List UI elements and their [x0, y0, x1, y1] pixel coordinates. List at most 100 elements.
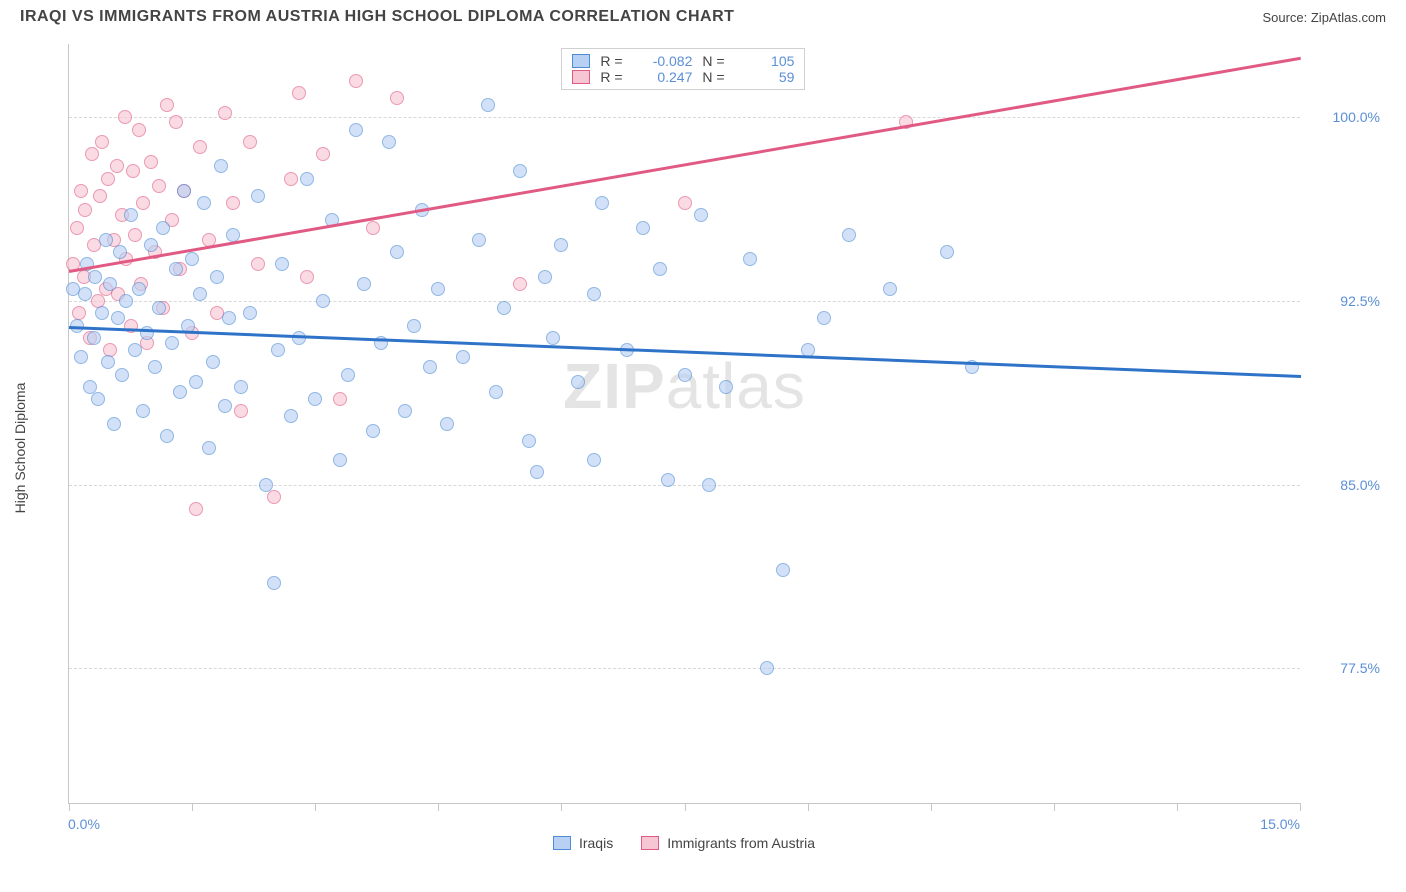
n-label: N = — [702, 53, 732, 69]
legend-series: Iraqis Immigrants from Austria — [68, 830, 1300, 856]
scatter-point-iraqis — [271, 343, 285, 357]
x-tick-mark — [808, 803, 809, 811]
scatter-point-iraqis — [308, 392, 322, 406]
scatter-point-iraqis — [234, 380, 248, 394]
scatter-point-austria — [136, 196, 150, 210]
y-tick-label: 77.5% — [1308, 660, 1380, 676]
scatter-point-iraqis — [407, 319, 421, 333]
n-value: 59 — [742, 69, 794, 85]
scatter-point-iraqis — [842, 228, 856, 242]
scatter-point-austria — [349, 74, 363, 88]
grid-line — [69, 301, 1300, 302]
r-label: R = — [600, 69, 630, 85]
legend-item: Iraqis — [553, 835, 613, 851]
scatter-point-iraqis — [101, 355, 115, 369]
x-tick-mark — [192, 803, 193, 811]
scatter-point-iraqis — [456, 350, 470, 364]
scatter-point-iraqis — [132, 282, 146, 296]
scatter-point-iraqis — [169, 262, 183, 276]
scatter-point-iraqis — [390, 245, 404, 259]
legend-item: Immigrants from Austria — [641, 835, 815, 851]
x-tick-mark — [561, 803, 562, 811]
scatter-point-iraqis — [136, 404, 150, 418]
scatter-point-iraqis — [99, 233, 113, 247]
scatter-point-iraqis — [587, 453, 601, 467]
scatter-point-austria — [101, 172, 115, 186]
scatter-point-iraqis — [538, 270, 552, 284]
r-label: R = — [600, 53, 630, 69]
y-tick-label: 85.0% — [1308, 477, 1380, 493]
scatter-point-iraqis — [481, 98, 495, 112]
scatter-point-iraqis — [940, 245, 954, 259]
scatter-point-austria — [74, 184, 88, 198]
scatter-point-iraqis — [513, 164, 527, 178]
x-tick-mark — [438, 803, 439, 811]
scatter-point-iraqis — [678, 368, 692, 382]
scatter-point-austria — [292, 86, 306, 100]
scatter-point-iraqis — [78, 287, 92, 301]
x-tick-mark — [1300, 803, 1301, 811]
scatter-point-iraqis — [472, 233, 486, 247]
scatter-point-iraqis — [119, 294, 133, 308]
scatter-point-austria — [152, 179, 166, 193]
scatter-point-austria — [160, 98, 174, 112]
scatter-point-austria — [390, 91, 404, 105]
legend-swatch — [641, 836, 659, 850]
scatter-point-austria — [333, 392, 347, 406]
scatter-point-iraqis — [243, 306, 257, 320]
y-tick-label: 100.0% — [1308, 109, 1380, 125]
scatter-point-iraqis — [259, 478, 273, 492]
legend-swatch — [572, 70, 590, 84]
scatter-point-iraqis — [284, 409, 298, 423]
scatter-point-iraqis — [275, 257, 289, 271]
scatter-point-iraqis — [595, 196, 609, 210]
x-tick-mark — [931, 803, 932, 811]
scatter-point-austria — [218, 106, 232, 120]
scatter-point-iraqis — [95, 306, 109, 320]
source-label: Source: ZipAtlas.com — [1262, 10, 1386, 25]
scatter-point-austria — [513, 277, 527, 291]
scatter-point-iraqis — [222, 311, 236, 325]
scatter-point-iraqis — [636, 221, 650, 235]
scatter-point-austria — [678, 196, 692, 210]
scatter-point-iraqis — [760, 661, 774, 675]
scatter-point-austria — [70, 221, 84, 235]
scatter-point-austria — [126, 164, 140, 178]
scatter-point-iraqis — [218, 399, 232, 413]
scatter-point-iraqis — [88, 270, 102, 284]
scatter-point-iraqis — [115, 368, 129, 382]
scatter-point-iraqis — [883, 282, 897, 296]
scatter-point-iraqis — [333, 453, 347, 467]
scatter-point-iraqis — [144, 238, 158, 252]
scatter-point-iraqis — [349, 123, 363, 137]
header: IRAQI VS IMMIGRANTS FROM AUSTRIA HIGH SC… — [0, 0, 1406, 34]
scatter-point-austria — [251, 257, 265, 271]
scatter-point-austria — [234, 404, 248, 418]
legend-swatch — [553, 836, 571, 850]
scatter-point-austria — [366, 221, 380, 235]
scatter-point-austria — [110, 159, 124, 173]
scatter-point-iraqis — [152, 301, 166, 315]
chart-title: IRAQI VS IMMIGRANTS FROM AUSTRIA HIGH SC… — [20, 8, 734, 26]
scatter-point-iraqis — [87, 331, 101, 345]
scatter-point-austria — [118, 110, 132, 124]
scatter-point-iraqis — [148, 360, 162, 374]
scatter-point-iraqis — [522, 434, 536, 448]
scatter-point-iraqis — [206, 355, 220, 369]
scatter-point-iraqis — [160, 429, 174, 443]
x-tick-mark — [1054, 803, 1055, 811]
r-value: 0.247 — [640, 69, 692, 85]
scatter-point-iraqis — [103, 277, 117, 291]
scatter-point-austria — [243, 135, 257, 149]
x-tick-mark — [315, 803, 316, 811]
grid-line — [69, 117, 1300, 118]
scatter-point-iraqis — [497, 301, 511, 315]
legend-stat-row: R =0.247N =59 — [572, 69, 794, 85]
scatter-point-iraqis — [189, 375, 203, 389]
legend-label: Immigrants from Austria — [667, 835, 815, 851]
scatter-point-austria — [132, 123, 146, 137]
scatter-point-iraqis — [177, 184, 191, 198]
watermark: ZIPatlas — [563, 349, 806, 423]
n-value: 105 — [742, 53, 794, 69]
scatter-point-iraqis — [193, 287, 207, 301]
